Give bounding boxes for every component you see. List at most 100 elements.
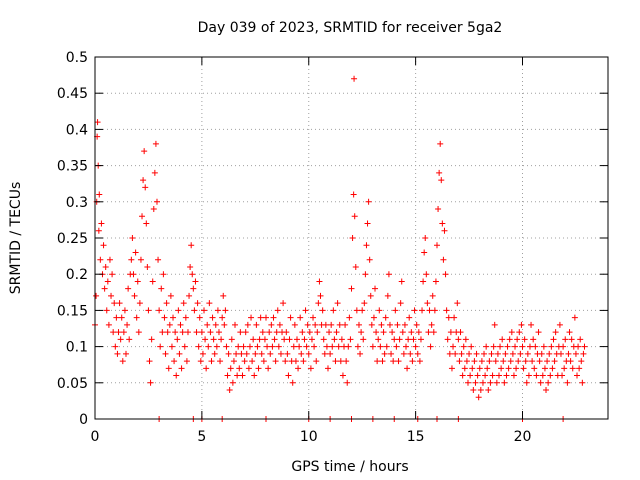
data-point bbox=[457, 329, 464, 336]
data-point bbox=[337, 358, 344, 365]
data-point bbox=[221, 321, 228, 328]
y-tick-label: 0.25 bbox=[57, 231, 88, 247]
data-point bbox=[116, 300, 123, 307]
data-point bbox=[115, 329, 122, 336]
data-point bbox=[287, 314, 294, 321]
data-point bbox=[421, 249, 428, 256]
data-point bbox=[506, 336, 513, 343]
data-point bbox=[322, 321, 329, 328]
data-point bbox=[263, 314, 269, 321]
data-point bbox=[234, 372, 241, 379]
data-point bbox=[149, 278, 156, 285]
data-point bbox=[258, 350, 265, 357]
data-point bbox=[411, 307, 418, 314]
data-point bbox=[312, 321, 319, 328]
x-tick-label: 5 bbox=[197, 429, 206, 445]
data-point bbox=[133, 314, 140, 321]
data-point bbox=[351, 213, 358, 220]
data-point bbox=[155, 256, 162, 263]
data-point bbox=[298, 350, 305, 357]
data-point bbox=[131, 292, 138, 299]
data-point bbox=[295, 365, 302, 372]
data-point bbox=[401, 321, 408, 328]
data-point bbox=[490, 343, 497, 350]
data-point bbox=[524, 350, 531, 357]
data-point bbox=[199, 350, 206, 357]
data-point bbox=[158, 285, 165, 292]
data-point bbox=[251, 372, 258, 379]
data-point bbox=[161, 314, 168, 321]
data-point bbox=[113, 314, 120, 321]
y-tick-label: 0.35 bbox=[57, 159, 88, 175]
data-point bbox=[530, 336, 537, 343]
x-tick-labels: 0 5 10 15 20 bbox=[91, 429, 532, 445]
data-point bbox=[141, 148, 148, 155]
data-point bbox=[186, 292, 193, 299]
data-point bbox=[304, 321, 311, 328]
data-point bbox=[579, 379, 586, 386]
data-point bbox=[486, 358, 493, 365]
data-point bbox=[346, 314, 353, 321]
data-point bbox=[101, 285, 108, 292]
data-point bbox=[285, 372, 292, 379]
data-point bbox=[256, 336, 263, 343]
data-point bbox=[100, 242, 107, 249]
data-point bbox=[536, 358, 543, 365]
data-point bbox=[230, 358, 237, 365]
data-point bbox=[97, 256, 104, 263]
data-point bbox=[397, 300, 404, 307]
data-point bbox=[244, 321, 251, 328]
data-point bbox=[413, 321, 420, 328]
data-point bbox=[500, 358, 507, 365]
data-point bbox=[578, 358, 585, 365]
data-point bbox=[342, 321, 349, 328]
y-tick-label: 0.05 bbox=[57, 376, 88, 392]
data-point bbox=[95, 227, 102, 234]
data-point bbox=[499, 336, 506, 343]
y-tick-label: 0.2 bbox=[66, 267, 88, 283]
data-point bbox=[520, 365, 527, 372]
data-point bbox=[415, 329, 422, 336]
data-point bbox=[562, 336, 569, 343]
data-point bbox=[468, 343, 475, 350]
data-point bbox=[268, 321, 275, 328]
data-point bbox=[561, 365, 568, 372]
data-point bbox=[248, 314, 255, 321]
data-point bbox=[396, 336, 403, 343]
data-point bbox=[419, 307, 426, 314]
data-point bbox=[532, 343, 539, 350]
data-point bbox=[218, 336, 225, 343]
data-point bbox=[301, 336, 308, 343]
data-point bbox=[580, 350, 587, 357]
data-point bbox=[363, 242, 370, 249]
data-point bbox=[388, 350, 395, 357]
data-point bbox=[438, 177, 445, 184]
data-point bbox=[102, 263, 109, 270]
data-point bbox=[547, 372, 554, 379]
data-point bbox=[474, 372, 481, 379]
data-point bbox=[198, 329, 205, 336]
data-point bbox=[134, 278, 141, 285]
data-point bbox=[205, 343, 212, 350]
x-tick-label: 20 bbox=[514, 429, 532, 445]
data-point bbox=[398, 278, 405, 285]
data-point bbox=[250, 336, 257, 343]
data-point bbox=[335, 343, 342, 350]
data-point bbox=[119, 358, 126, 365]
data-point bbox=[458, 350, 465, 357]
data-point bbox=[237, 329, 244, 336]
data-point bbox=[103, 307, 110, 314]
data-point bbox=[497, 343, 504, 350]
data-point bbox=[283, 329, 290, 336]
data-point bbox=[276, 321, 283, 328]
data-point bbox=[308, 336, 315, 343]
data-point bbox=[509, 350, 516, 357]
data-point bbox=[566, 329, 573, 336]
data-point bbox=[163, 300, 170, 307]
data-point bbox=[148, 336, 155, 343]
data-point bbox=[277, 350, 284, 357]
data-point bbox=[208, 358, 215, 365]
data-point bbox=[522, 358, 529, 365]
data-point bbox=[212, 321, 219, 328]
data-point bbox=[439, 220, 446, 227]
